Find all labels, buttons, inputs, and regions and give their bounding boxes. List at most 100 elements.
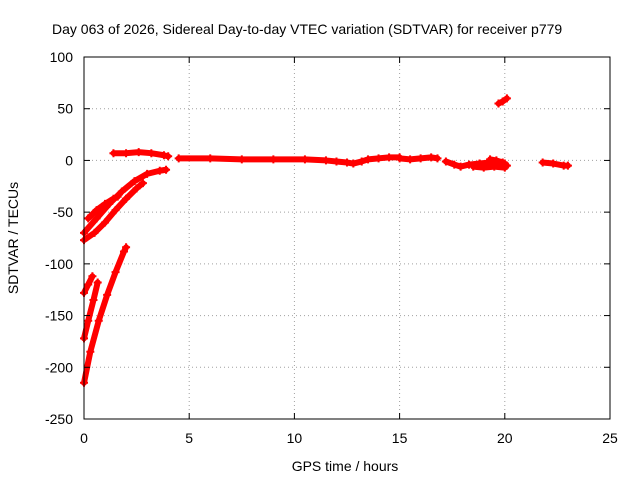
x-axis-label: GPS time / hours (292, 458, 399, 474)
x-tick-label: 5 (185, 430, 193, 446)
data-series (80, 94, 572, 387)
data-point (321, 156, 330, 165)
data-point (134, 148, 143, 157)
data-point (490, 162, 499, 171)
data-point (122, 194, 131, 203)
data-point (84, 316, 93, 325)
series-trace (470, 163, 508, 171)
data-point (86, 347, 95, 356)
data-point (469, 162, 478, 171)
data-point (94, 316, 103, 325)
data-point (103, 290, 112, 299)
data-point (88, 272, 97, 281)
series-arc-4 (80, 179, 147, 245)
data-point (206, 154, 215, 163)
data-point (122, 243, 131, 252)
x-tick-label: 0 (80, 430, 88, 446)
x-tick-label: 10 (287, 430, 303, 446)
data-point (130, 177, 139, 186)
data-point (479, 163, 488, 172)
data-point (237, 155, 246, 164)
chart-title: Day 063 of 2026, Sidereal Day-to-day VTE… (52, 21, 562, 37)
y-tick-label: -150 (45, 308, 73, 324)
data-point (343, 158, 351, 167)
data-point (416, 154, 425, 163)
data-point (441, 157, 450, 166)
series-arc-13 (494, 94, 511, 108)
data-point (456, 162, 465, 171)
data-point (155, 166, 164, 175)
data-point (349, 159, 358, 168)
series-arc-8 (174, 153, 404, 168)
data-point (90, 228, 99, 237)
data-point (427, 153, 436, 162)
data-point (147, 149, 156, 158)
series-arc-9 (395, 153, 442, 164)
data-point (143, 169, 152, 178)
x-tick-label: 15 (392, 430, 408, 446)
data-point (364, 155, 373, 164)
data-point (406, 155, 415, 164)
data-point (502, 94, 511, 103)
data-point (563, 161, 572, 170)
data-point (92, 206, 101, 215)
y-tick-label: -250 (45, 411, 73, 427)
data-point (122, 149, 131, 158)
y-tick-label: -50 (53, 204, 73, 220)
series-arc-7 (109, 148, 173, 161)
grid (84, 57, 610, 419)
plot-frame (83, 56, 611, 420)
series-arc-6 (84, 192, 122, 223)
data-point (385, 153, 394, 162)
data-point (164, 152, 173, 161)
series-trace (81, 279, 101, 342)
data-point (159, 151, 168, 160)
data-point (332, 157, 341, 166)
data-point (494, 99, 503, 108)
data-point (300, 155, 309, 164)
series-arc-14 (538, 158, 572, 170)
data-point (119, 247, 128, 256)
y-tick-label: -100 (45, 256, 73, 272)
data-point (84, 280, 93, 289)
data-point (111, 268, 120, 277)
data-point (92, 214, 101, 223)
axis-ticks: 0 5 10 15 20 25 -250 -200 -150 -100 -50 0 50 100 (45, 49, 618, 446)
data-point (162, 165, 171, 174)
series-arc-12 (486, 155, 509, 168)
data-point (395, 154, 404, 163)
data-point (492, 156, 501, 165)
data-point (486, 155, 495, 164)
y-axis-label: SDTVAR / TECUs (5, 182, 21, 294)
data-point (89, 296, 98, 305)
data-point (433, 154, 442, 163)
x-tick-label: 20 (497, 430, 513, 446)
data-point (538, 158, 547, 167)
data-point (450, 160, 459, 169)
data-point (93, 278, 102, 287)
data-point (357, 157, 366, 166)
y-tick-label: 50 (57, 101, 73, 117)
y-tick-label: -200 (45, 359, 73, 375)
data-point (138, 179, 147, 188)
data-point (374, 154, 383, 163)
data-point (500, 159, 509, 168)
data-point (549, 159, 558, 168)
y-tick-label: 0 (65, 152, 73, 168)
data-point (101, 218, 110, 227)
data-point (109, 149, 118, 158)
series-arc-11 (469, 162, 509, 172)
x-tick-label: 25 (602, 430, 618, 446)
data-point (111, 206, 120, 215)
data-point (101, 199, 110, 208)
data-point (113, 192, 122, 201)
data-point (132, 184, 141, 193)
data-point (498, 97, 507, 106)
data-point (117, 187, 126, 196)
y-tick-label: 100 (50, 49, 74, 65)
data-point (174, 154, 183, 163)
data-point (109, 194, 118, 203)
data-point (269, 155, 278, 164)
data-point (84, 214, 93, 223)
